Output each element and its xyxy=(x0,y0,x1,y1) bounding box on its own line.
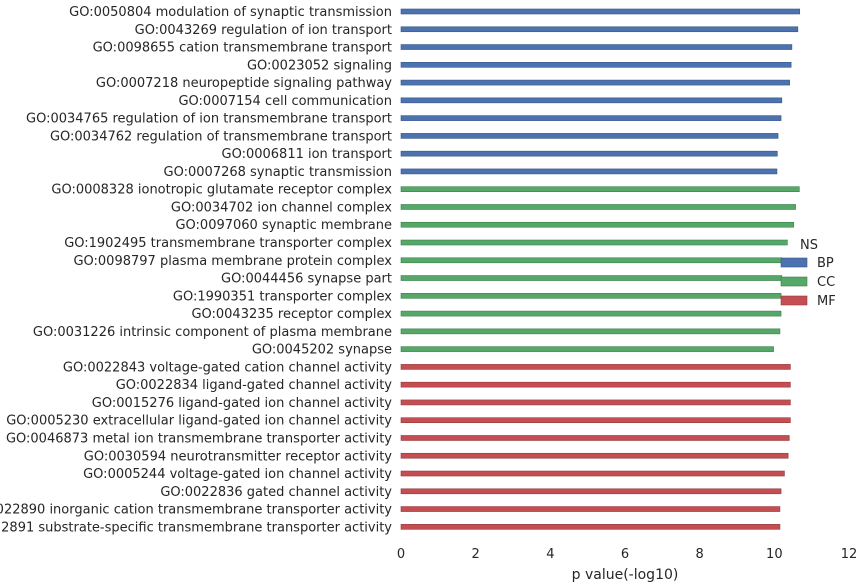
legend: NS BP CC MF xyxy=(780,238,836,309)
bar xyxy=(400,293,782,299)
bar xyxy=(400,452,789,459)
bar xyxy=(400,150,778,157)
bar xyxy=(400,221,795,228)
category-label: GO:0050804 modulation of synaptic transm… xyxy=(69,5,392,20)
legend-swatch xyxy=(780,257,808,268)
category-label: GO:0034702 ion channel complex xyxy=(171,200,392,215)
x-tick-label: 4 xyxy=(546,547,554,562)
category-label: GO:0043235 receptor complex xyxy=(191,307,392,322)
x-tick-label: 6 xyxy=(621,547,629,562)
category-label: GO:0022836 gated channel activity xyxy=(160,485,392,500)
category-label: GO:0023052 signaling xyxy=(247,58,392,73)
bar xyxy=(400,239,788,246)
bar xyxy=(400,275,783,281)
category-label: GO:0015276 ligand-gated ion channel acti… xyxy=(92,396,393,411)
bar xyxy=(400,186,800,192)
category-label: GO:0098655 cation transmembrane transpor… xyxy=(93,41,392,56)
category-labels: GO:0050804 modulation of synaptic transm… xyxy=(0,5,392,535)
category-label: GO:0022843 voltage-gated cation channel … xyxy=(63,360,392,375)
category-label: GO:0098797 plasma membrane protein compl… xyxy=(73,254,392,269)
bar xyxy=(400,328,781,335)
category-label: GO:0031226 intrinsic component of plasma… xyxy=(33,325,392,340)
bar xyxy=(400,310,782,317)
category-label: GO:0005244 voltage-gated ion channel act… xyxy=(83,467,392,482)
x-axis-label: p value(-log10) xyxy=(572,567,679,583)
bar xyxy=(400,470,785,477)
legend-title: NS xyxy=(800,238,818,253)
bar xyxy=(400,364,791,370)
bar xyxy=(400,8,801,15)
bar xyxy=(400,168,778,175)
bar xyxy=(400,417,791,424)
category-label: GO:0007154 cell communication xyxy=(178,94,392,109)
bar xyxy=(400,97,783,104)
category-label: GO:1902495 transmembrane transporter com… xyxy=(64,236,392,251)
category-label: GO:0007218 neuropeptide signaling pathwa… xyxy=(96,76,392,91)
category-label: GO:0008328 ionotropic glutamate receptor… xyxy=(51,183,392,198)
category-label: GO:0022834 ligand-gated channel activity xyxy=(116,378,393,393)
bar xyxy=(400,257,783,264)
category-label: GO:0007268 synaptic transmission xyxy=(164,165,392,180)
category-label: GO:0097060 synaptic membrane xyxy=(175,218,392,233)
bars-group xyxy=(400,8,801,530)
category-label: GO:0044456 synapse part xyxy=(221,272,392,287)
bar xyxy=(400,524,781,530)
category-label: GO:0045202 synapse xyxy=(252,343,392,358)
category-label: GO:0022891 substrate-specific transmembr… xyxy=(0,520,392,535)
category-label: GO:0030594 neurotransmitter receptor act… xyxy=(84,449,393,464)
x-tick-label: 0 xyxy=(397,547,405,562)
category-label: GO:0022890 inorganic cation transmembran… xyxy=(0,503,392,518)
x-tick-labels: 0 2 4 6 8 10 12 xyxy=(397,547,857,562)
bar xyxy=(400,506,781,512)
bar xyxy=(400,399,791,406)
category-label: GO:0043269 regulation of ion transport xyxy=(135,23,392,38)
legend-label: CC xyxy=(817,275,835,290)
category-label: GO:0034765 regulation of ion transmembra… xyxy=(26,112,392,127)
category-label: GO:0005230 extracellular ligand-gated io… xyxy=(6,414,392,429)
legend-swatch xyxy=(780,276,808,287)
legend-swatch xyxy=(780,295,808,306)
category-label: GO:0046873 metal ion transmembrane trans… xyxy=(6,431,392,446)
x-tick-label: 12 xyxy=(841,547,858,562)
bar xyxy=(400,488,782,495)
bar xyxy=(400,204,796,210)
bar xyxy=(400,115,782,121)
bar xyxy=(400,26,799,33)
bar xyxy=(400,44,793,50)
x-tick-label: 2 xyxy=(472,547,480,562)
bar xyxy=(400,133,779,139)
category-label: GO:1990351 transporter complex xyxy=(173,289,392,304)
x-tick-label: 8 xyxy=(696,547,704,562)
legend-label: BP xyxy=(817,256,834,271)
bar xyxy=(400,435,790,441)
category-label: GO:0034762 regulation of transmembrane t… xyxy=(50,129,392,144)
category-label: GO:0006811 ion transport xyxy=(222,147,393,162)
bar xyxy=(400,62,792,68)
bar xyxy=(400,79,790,86)
bar xyxy=(400,346,774,352)
x-tick-label: 10 xyxy=(766,547,783,562)
bar xyxy=(400,381,791,388)
legend-label: MF xyxy=(817,294,836,309)
